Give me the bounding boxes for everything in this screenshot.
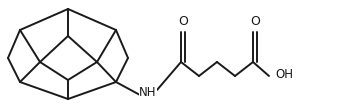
Text: NH: NH bbox=[139, 85, 157, 98]
Text: O: O bbox=[178, 14, 188, 28]
Text: O: O bbox=[250, 14, 260, 28]
Text: OH: OH bbox=[275, 68, 293, 81]
